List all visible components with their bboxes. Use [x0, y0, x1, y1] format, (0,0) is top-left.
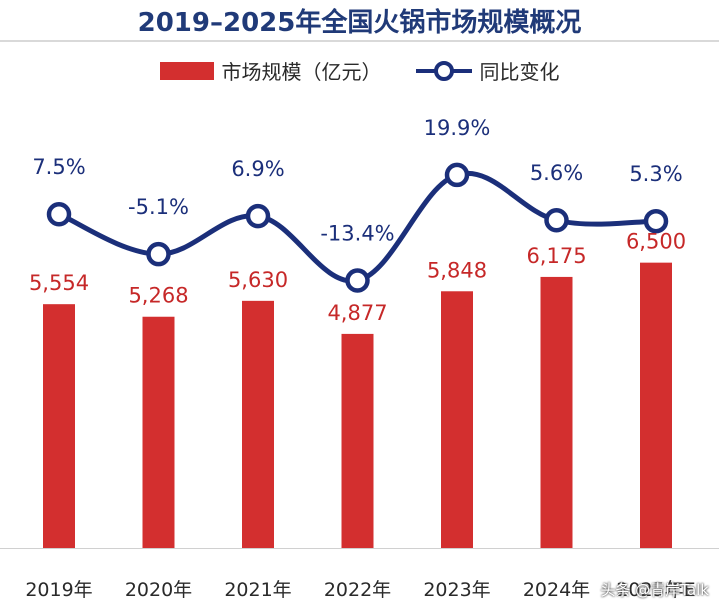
yoy-value-label: 5.3%	[629, 162, 682, 186]
title-divider	[0, 40, 719, 42]
yoy-point	[245, 203, 271, 229]
bar-value-label: 5,268	[128, 284, 188, 308]
x-axis: 2019年 2020年 2021年 2022年 2023年 2024年 2025年E	[0, 548, 719, 601]
line-layer	[46, 162, 669, 293]
yoy-value-label: -13.4%	[320, 221, 394, 245]
yoy-value-label: 7.5%	[32, 155, 85, 179]
yoy-point	[544, 207, 569, 233]
legend-line-label: 同比变化	[479, 60, 560, 84]
chart-title: 2019–2025年全国火锅市场规模概况	[137, 8, 582, 38]
yoy-point	[643, 208, 669, 234]
bars-layer	[43, 262, 672, 548]
legend-line-swatch	[415, 60, 472, 81]
yoy-point	[444, 162, 470, 188]
bar	[441, 291, 473, 548]
legend-item-line: 同比变化	[415, 56, 560, 85]
yoy-point	[46, 201, 72, 227]
bar	[142, 316, 175, 548]
bar	[341, 333, 374, 548]
x-tick-label: 2022年	[324, 579, 391, 601]
yoy-value-label: 5.6%	[530, 161, 583, 185]
x-tick-label: 2019年	[25, 579, 92, 601]
bar-value-label: 6,500	[626, 230, 686, 254]
bar	[640, 262, 672, 548]
x-tick-label: 2025年E	[616, 579, 695, 601]
yoy-point	[345, 268, 370, 293]
chart-legend: 市场规模（亿元） 同比变化	[0, 56, 719, 85]
x-tick-label: 2024年	[523, 579, 590, 601]
x-tick-label: 2023年	[423, 579, 490, 601]
legend-bar-swatch	[159, 61, 214, 80]
x-tick-label: 2021年	[224, 579, 291, 601]
legend-bar-label: 市场规模（亿元）	[221, 60, 382, 84]
bar	[540, 276, 573, 548]
bar-value-label: 5,630	[228, 268, 288, 292]
legend-item-bar: 市场规模（亿元）	[159, 56, 382, 85]
yoy-value-label: 19.9%	[424, 116, 491, 140]
watermark: 头条 @青岸Talk	[600, 581, 710, 599]
bar	[242, 300, 274, 548]
bar-value-label: 5,554	[29, 271, 89, 295]
x-tick-label: 2020年	[125, 579, 192, 601]
yoy-value-label: 6.9%	[231, 157, 284, 181]
yoy-point	[146, 241, 171, 267]
bar-value-label: 5,848	[427, 258, 487, 282]
bar-value-label: 4,877	[327, 301, 387, 325]
bar-value-label: 6,175	[526, 244, 586, 268]
labels-layer: 5,554 5,268 5,630 4,877 5,848 6,175 6,500 7.5% -…	[29, 116, 686, 325]
yoy-value-label: -5.1%	[128, 195, 189, 219]
bar	[43, 304, 75, 548]
